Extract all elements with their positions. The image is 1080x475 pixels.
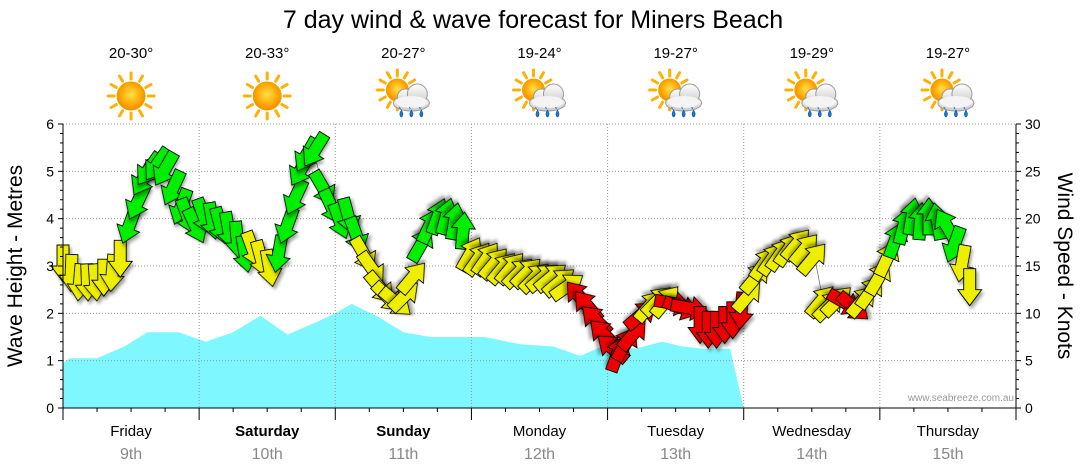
cloud-shape	[665, 83, 703, 112]
day-label: Friday	[110, 423, 152, 440]
right-tick-label: 10	[1025, 305, 1041, 321]
date-label: 10th	[252, 446, 283, 463]
rain-showers-icon	[375, 68, 430, 118]
rain-showers-icon	[920, 68, 975, 118]
cloud-shape	[937, 83, 975, 112]
wave-height-area	[63, 303, 751, 408]
credit-text: www.seabreeze.com.au	[907, 393, 1014, 404]
cloud-shape	[392, 83, 430, 112]
rain-drops	[943, 106, 968, 118]
day-header: 19-27°	[648, 45, 703, 118]
wind-arrow	[548, 274, 584, 303]
right-tick-label: 30	[1025, 116, 1041, 132]
left-tick-label: 0	[46, 400, 54, 416]
wind-arrow	[395, 262, 425, 297]
wind-arrow	[956, 268, 983, 307]
day-header: 20-30°	[106, 45, 156, 121]
wind-arrow	[107, 239, 134, 279]
wind-arrow-shape	[395, 262, 425, 297]
rain-drops	[671, 106, 696, 118]
axes: 0 1 2 3 4 5 6 0 5 10 15 20 25 30	[46, 116, 1041, 420]
day-label: Thursday	[917, 423, 980, 440]
date-label: 9th	[120, 446, 142, 463]
temperature-range: 19-29°	[790, 45, 834, 62]
rain-showers-icon	[648, 68, 703, 118]
sunny-icon	[106, 71, 156, 121]
left-tick-label: 5	[46, 163, 54, 179]
temperature-range: 20-30°	[109, 45, 153, 62]
right-axis-title: Wind Speed - Knots	[1053, 173, 1076, 360]
wind-arrow-shape	[548, 274, 584, 303]
wind-layer	[50, 130, 983, 374]
day-header: 20-27°	[375, 45, 430, 118]
right-tick-label: 0	[1025, 400, 1033, 416]
wind-arrow	[265, 234, 291, 273]
temperature-range: 20-27°	[381, 45, 425, 62]
wind-arrow	[282, 177, 310, 215]
right-tick-label: 25	[1025, 163, 1041, 179]
wind-arrow	[274, 205, 300, 244]
wind-trend-line	[62, 151, 971, 352]
wave-layer	[63, 303, 751, 408]
sun-rays	[920, 68, 964, 112]
right-tick-label: 15	[1025, 258, 1041, 274]
cloud-shape	[801, 83, 839, 112]
wind-arrow-shape	[795, 243, 826, 278]
date-label: 11th	[388, 446, 418, 463]
wind-arrow-shape	[107, 239, 134, 279]
day-header: 20-33°	[242, 45, 292, 121]
right-tick-label: 5	[1025, 353, 1033, 369]
rain-drops	[535, 106, 560, 118]
wind-arrow	[152, 149, 181, 186]
temperature-range: 19-27°	[926, 45, 970, 62]
wind-arrow-shape	[265, 234, 291, 273]
wind-arrow-shape	[956, 268, 983, 307]
day-header: 19-29°	[784, 45, 839, 118]
temperature-range: 20-33°	[245, 45, 289, 62]
plot-area	[50, 123, 1016, 408]
day-header: 19-24°	[512, 45, 566, 118]
chart-title: 7 day wind & wave forecast for Miners Be…	[283, 6, 783, 34]
left-tick-label: 1	[46, 353, 54, 369]
wind-arrow	[795, 243, 826, 278]
day-headers: 20-30° Friday 9th 20-33° Saturday 10th 20-27° S…	[106, 45, 980, 463]
day-label: Saturday	[235, 423, 300, 440]
rain-showers-icon	[512, 68, 566, 118]
rain-showers-icon	[784, 68, 839, 118]
sun-rays	[242, 71, 292, 121]
wind-arrow-shape	[302, 130, 331, 167]
day-header: 19-27°	[920, 45, 975, 118]
wind-arrow-shape	[282, 177, 310, 215]
wind-arrow-shape	[152, 149, 181, 186]
day-label: Monday	[513, 423, 567, 440]
wind-arrow	[302, 130, 331, 167]
rain-drops	[807, 106, 832, 118]
date-label: 15th	[932, 446, 963, 463]
temperature-range: 19-27°	[653, 45, 697, 62]
temperature-range: 19-24°	[517, 45, 561, 62]
sunny-icon	[242, 71, 292, 121]
left-tick-label: 4	[46, 211, 54, 227]
wind-arrow-shape	[274, 205, 300, 244]
left-tick-label: 3	[46, 258, 54, 274]
day-label: Wednesday	[772, 423, 851, 440]
left-tick-label: 6	[46, 116, 54, 132]
left-tick-label: 2	[46, 305, 54, 321]
date-label: 14th	[796, 446, 827, 463]
day-label: Tuesday	[647, 423, 704, 440]
cloud-shape	[529, 83, 566, 112]
left-axis-title: Wave Height - Metres	[4, 165, 27, 367]
rain-drops	[398, 106, 424, 118]
sun-rays	[106, 71, 156, 121]
day-label: Sunday	[376, 423, 431, 440]
date-label: 13th	[660, 446, 691, 463]
right-tick-label: 20	[1025, 211, 1041, 227]
date-label: 12th	[524, 446, 555, 463]
